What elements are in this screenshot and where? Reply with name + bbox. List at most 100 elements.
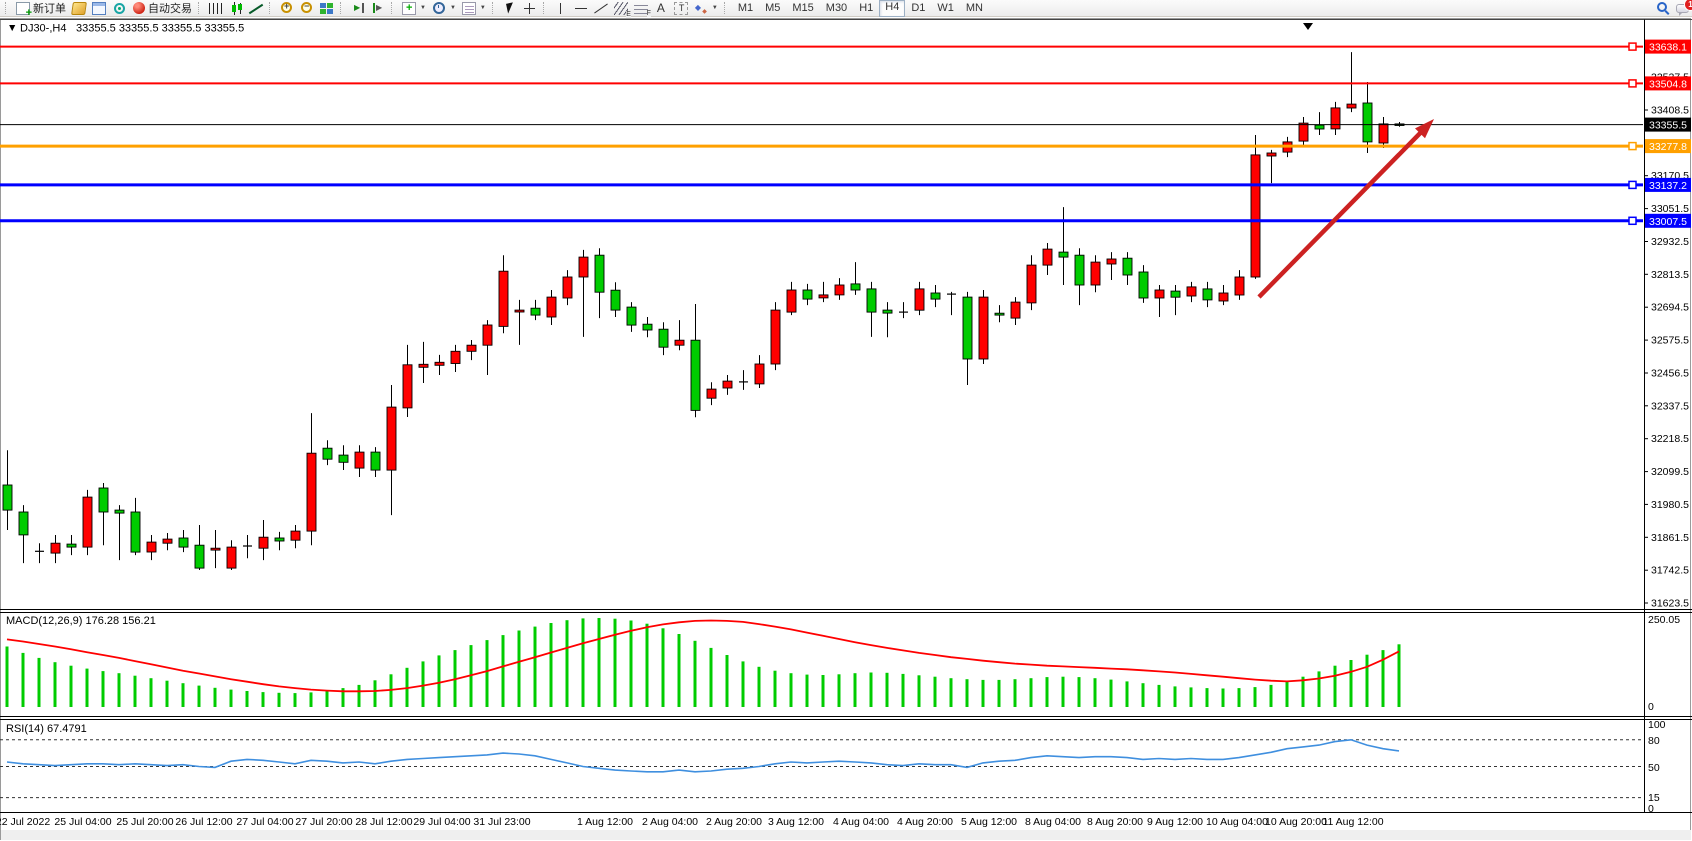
macd-scale-bottom: 0 bbox=[1648, 701, 1654, 713]
price-tick-label: 32575.5 bbox=[1651, 335, 1689, 347]
periods-icon bbox=[432, 2, 445, 14]
search-icon bbox=[1656, 1, 1670, 15]
cursor-button[interactable] bbox=[500, 0, 520, 16]
horizontal-line-button[interactable] bbox=[571, 0, 591, 16]
hline-icon bbox=[574, 2, 588, 15]
toolbar-separator bbox=[391, 2, 396, 14]
price-badge-label: 33504.8 bbox=[1649, 78, 1687, 90]
line-chart-button[interactable] bbox=[246, 0, 266, 16]
candlestick-chart-button[interactable] bbox=[226, 0, 246, 16]
chat-button[interactable]: 1 bbox=[1673, 0, 1692, 16]
text-label-button[interactable] bbox=[671, 0, 691, 16]
date-label: 26 Jul 12:00 bbox=[175, 816, 232, 828]
line-handle-marker[interactable] bbox=[1628, 216, 1637, 226]
arrows-button[interactable]: ▼ bbox=[691, 0, 721, 16]
timeframe-button-mn[interactable]: MN bbox=[965, 1, 983, 14]
bar-chart-button[interactable] bbox=[206, 0, 226, 16]
price-tick-label: 32694.5 bbox=[1651, 302, 1689, 314]
price-tick-label: 32932.5 bbox=[1651, 236, 1689, 248]
chart-shift-marker-icon[interactable] bbox=[1303, 23, 1313, 30]
line-handle-marker[interactable] bbox=[1628, 79, 1637, 88]
trend-arrow-line[interactable] bbox=[1257, 127, 1426, 299]
date-label: 27 Jul 04:00 bbox=[236, 816, 293, 828]
dropdown-caret-icon[interactable]: ▼ bbox=[449, 5, 456, 11]
date-label: 4 Aug 04:00 bbox=[833, 816, 889, 828]
zoom-in-button[interactable] bbox=[277, 0, 297, 16]
text-button[interactable] bbox=[651, 0, 671, 16]
date-label: 1 Aug 12:00 bbox=[577, 816, 633, 828]
chart-collapse-icon[interactable]: ▼ bbox=[7, 22, 17, 34]
dropdown-caret-icon[interactable]: ▼ bbox=[420, 5, 426, 11]
line-handle-marker[interactable] bbox=[1628, 42, 1637, 51]
line-handle-marker[interactable] bbox=[1628, 180, 1637, 190]
timeframe-button-m1[interactable]: M1 bbox=[737, 1, 754, 14]
templates-icon bbox=[461, 1, 476, 15]
equidistant-channel-button[interactable] bbox=[611, 0, 631, 18]
fibonacci-button[interactable] bbox=[631, 0, 651, 17]
date-label: 3 Aug 12:00 bbox=[768, 816, 824, 828]
date-axis: 22 Jul 2022 25 Jul 04:00 25 Jul 20:00 26 Ju… bbox=[0, 816, 1384, 828]
toolbar-separator bbox=[5, 2, 10, 14]
data-window-icon bbox=[92, 1, 106, 15]
date-label: 31 Jul 23:00 bbox=[473, 816, 530, 828]
market-watch-button[interactable] bbox=[69, 0, 89, 16]
zoom-out-button[interactable] bbox=[297, 0, 317, 16]
date-label: 22 Jul 2022 bbox=[0, 816, 50, 828]
timeframe-button-w1[interactable]: W1 bbox=[937, 1, 954, 14]
price-tick-label: 32456.5 bbox=[1651, 368, 1689, 380]
date-label: 5 Aug 12:00 bbox=[961, 816, 1017, 828]
timeframe-button-m30[interactable]: M30 bbox=[825, 1, 848, 14]
periods-button[interactable]: ▼ bbox=[429, 0, 459, 16]
date-label: 10 Aug 04:00 bbox=[1206, 816, 1268, 828]
timeframe-button-d1[interactable]: D1 bbox=[911, 1, 926, 14]
date-label: 25 Jul 20:00 bbox=[116, 816, 173, 828]
trendline-icon bbox=[594, 2, 608, 15]
auto-scroll-icon bbox=[351, 2, 365, 15]
price-tick-label: 31861.5 bbox=[1651, 532, 1689, 544]
dropdown-caret-icon[interactable]: ▼ bbox=[479, 5, 486, 11]
crosshair-icon bbox=[523, 2, 537, 15]
rsi-scale-50: 50 bbox=[1648, 762, 1660, 774]
vline-icon bbox=[554, 2, 568, 15]
tile-windows-icon bbox=[320, 1, 334, 15]
trendline-button[interactable] bbox=[591, 0, 611, 16]
price-badge bbox=[1645, 177, 1691, 192]
tile-windows-button[interactable] bbox=[317, 0, 337, 16]
templates-button[interactable]: ▼ bbox=[459, 0, 489, 16]
timeframe-button-m5[interactable]: M5 bbox=[765, 1, 781, 14]
indicators-icon bbox=[402, 1, 416, 15]
signals-button[interactable] bbox=[109, 0, 130, 16]
toolbar-separator bbox=[269, 2, 274, 14]
price-badge bbox=[1645, 39, 1691, 54]
line-handle-marker[interactable] bbox=[1628, 141, 1637, 151]
chart-window-frame bbox=[0, 18, 1691, 840]
zoom-in-icon bbox=[280, 0, 294, 15]
search-button[interactable] bbox=[1653, 0, 1673, 16]
chart-shift-button[interactable] bbox=[368, 0, 388, 16]
vertical-line-button[interactable] bbox=[551, 0, 571, 16]
data-window-button[interactable] bbox=[89, 0, 109, 16]
new-order-icon bbox=[16, 1, 32, 17]
chart-title-quotes: 33355.5 33355.5 33355.5 33355.5 bbox=[76, 23, 244, 35]
price-tick-label: 31623.5 bbox=[1651, 598, 1689, 610]
macd-scale-top: 250.05 bbox=[1648, 614, 1680, 626]
rsi-label: RSI(14) 67.4791 bbox=[6, 723, 87, 735]
autotrade-button[interactable]: 自动交易 bbox=[130, 0, 195, 16]
timeframe-button-m15[interactable]: M15 bbox=[792, 1, 814, 14]
timeframe-button-h4[interactable]: H4 bbox=[879, 0, 906, 17]
trend-arrow-head[interactable] bbox=[1415, 119, 1434, 139]
auto-scroll-button[interactable] bbox=[348, 0, 368, 16]
price-badge bbox=[1645, 213, 1691, 228]
dropdown-caret-icon[interactable]: ▼ bbox=[711, 5, 718, 11]
annotations bbox=[1257, 23, 1434, 299]
date-label: 4 Aug 20:00 bbox=[897, 816, 953, 828]
indicators-button[interactable]: ▼ bbox=[399, 0, 429, 16]
date-label: 2 Aug 20:00 bbox=[706, 816, 762, 828]
autotrade-icon bbox=[133, 2, 145, 14]
crosshair-button[interactable] bbox=[520, 0, 540, 16]
timeframe-button-h1[interactable]: H1 bbox=[859, 1, 874, 14]
new-order-button[interactable]: 新订单 bbox=[13, 0, 69, 17]
toolbar-separator bbox=[340, 2, 345, 14]
date-label: 29 Jul 04:00 bbox=[413, 816, 470, 828]
